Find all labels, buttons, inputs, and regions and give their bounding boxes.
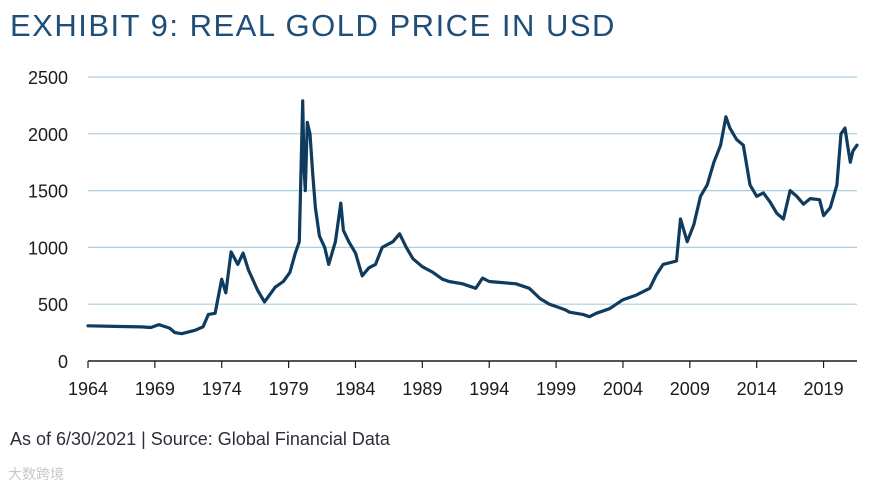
y-tick-labels: 0 500 1000 1500 2000 2500 <box>28 68 68 372</box>
x-tick-label: 1969 <box>135 379 175 399</box>
series-group <box>86 99 859 336</box>
x-axis: 1964 1969 1974 1979 1984 1989 1994 1999 2004 2009… <box>68 360 857 399</box>
gridlines <box>88 76 857 305</box>
y-tick-label: 0 <box>58 352 68 372</box>
y-tick-label: 1000 <box>28 238 68 258</box>
x-tick-label: 1989 <box>402 379 442 399</box>
y-tick-label: 500 <box>38 295 68 315</box>
x-tick-label: 1984 <box>335 379 375 399</box>
x-tick-label: 2004 <box>603 379 643 399</box>
y-tick-label: 1500 <box>28 182 68 202</box>
y-tick-label: 2500 <box>28 68 68 88</box>
source-footnote: As of 6/30/2021 | Source: Global Financi… <box>10 429 390 449</box>
x-tick-label: 1979 <box>269 379 309 399</box>
chart-title: EXHIBIT 9: REAL GOLD PRICE IN USD <box>10 8 616 43</box>
x-tick-label: 1964 <box>68 379 108 399</box>
x-tick-label: 2009 <box>670 379 710 399</box>
x-tick-label: 2019 <box>804 379 844 399</box>
x-tick-label: 1999 <box>536 379 576 399</box>
x-tick-label: 2014 <box>737 379 777 399</box>
x-tick-label: 1994 <box>469 379 509 399</box>
x-tick-label: 1974 <box>202 379 242 399</box>
series-line-0 <box>86 99 859 336</box>
y-tick-label: 2000 <box>28 125 68 145</box>
watermark-text: 大数跨境 <box>8 466 64 482</box>
